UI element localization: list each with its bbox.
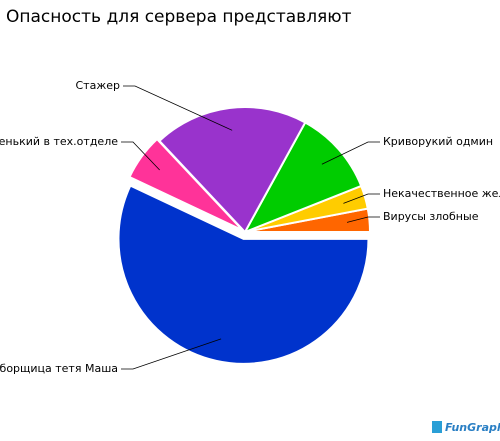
leader-line xyxy=(123,85,233,131)
slice-label: Некачественное железо xyxy=(383,187,500,200)
slice-label: Криворукий одмин xyxy=(383,135,493,148)
slice-label: Уборщица тетя Маша xyxy=(0,362,118,375)
pie-slice xyxy=(158,106,307,234)
leader-line xyxy=(121,338,222,370)
logo: FunGraph xyxy=(445,421,500,434)
slice-label: Стажер xyxy=(76,79,121,92)
leader-line xyxy=(346,216,380,223)
slice-label: Новенький в тех.отделе xyxy=(0,135,118,148)
leader-line xyxy=(343,193,380,204)
pie-slice xyxy=(242,121,363,234)
leader-line xyxy=(321,141,380,165)
pie-slice xyxy=(117,184,370,365)
logo-icon xyxy=(432,421,442,433)
slice-label: Вирусы злобные xyxy=(383,210,479,223)
pie-slice xyxy=(128,137,244,232)
chart-title: Опасность для сервера представляют xyxy=(6,7,352,27)
leader-line xyxy=(121,141,160,171)
